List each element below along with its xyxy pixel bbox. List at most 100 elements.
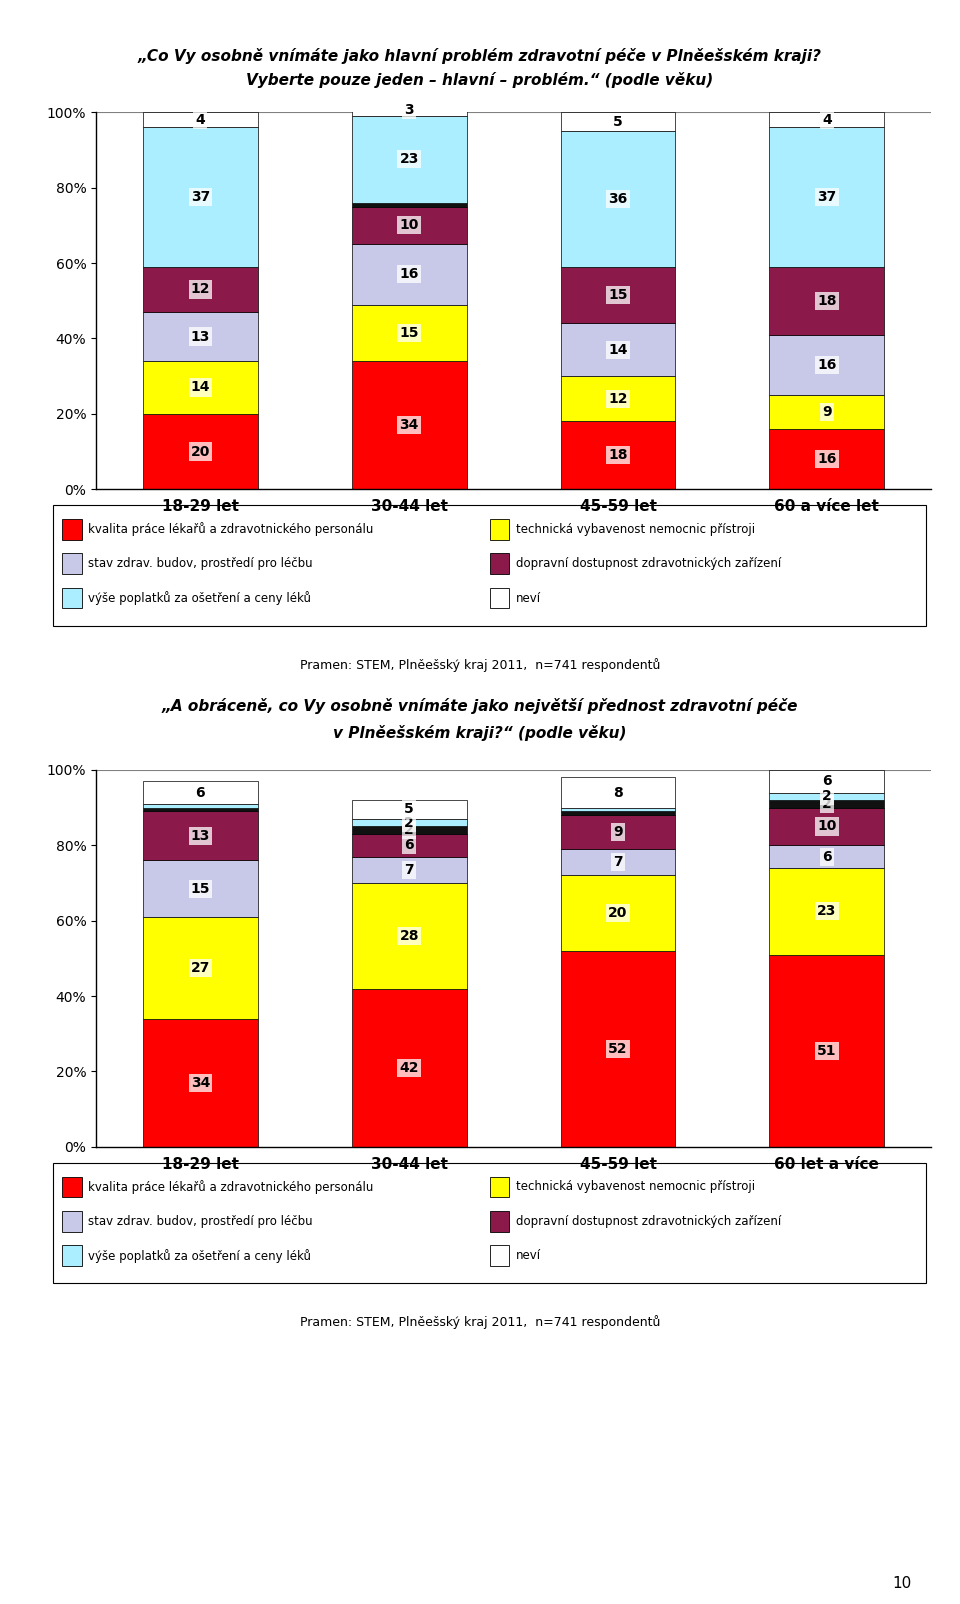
Bar: [561, 812, 676, 815]
Bar: [561, 266, 676, 324]
Bar: [561, 112, 676, 132]
Text: 52: 52: [609, 1043, 628, 1055]
Text: neví: neví: [516, 1250, 540, 1262]
Text: 34: 34: [399, 419, 419, 431]
Bar: [769, 954, 884, 1147]
Bar: [351, 882, 467, 988]
Text: 3: 3: [404, 103, 414, 117]
Text: 2: 2: [404, 816, 414, 829]
Text: 7: 7: [404, 863, 414, 877]
Text: stav zdrav. budov, prostředí pro léčbu: stav zdrav. budov, prostředí pro léčbu: [88, 557, 313, 569]
Text: 15: 15: [609, 289, 628, 302]
Text: 10: 10: [893, 1577, 912, 1591]
Bar: [143, 807, 258, 812]
Bar: [351, 207, 467, 244]
Bar: [769, 428, 884, 489]
Bar: [561, 422, 676, 489]
Text: 16: 16: [399, 268, 419, 281]
Text: technická vybavenost nemocnic přístroji: technická vybavenost nemocnic přístroji: [516, 523, 755, 536]
Bar: [769, 266, 884, 335]
Text: kvalita práce lékařů a zdravotnického personálu: kvalita práce lékařů a zdravotnického pe…: [88, 523, 373, 536]
Bar: [769, 112, 884, 127]
Text: 4: 4: [822, 112, 831, 127]
Text: 42: 42: [399, 1060, 419, 1075]
Text: 13: 13: [191, 329, 210, 343]
Bar: [351, 857, 467, 882]
Text: 2: 2: [404, 823, 414, 837]
Text: 28: 28: [399, 929, 419, 943]
Text: 37: 37: [817, 191, 836, 204]
Text: „A obráceně, co Vy osobně vnímáte jako největší přednost zdravotní péče: „A obráceně, co Vy osobně vnímáte jako n…: [161, 698, 799, 714]
Text: Pramen: STEM, Plněešský kraj 2011,  n=741 respondentů: Pramen: STEM, Plněešský kraj 2011, n=741…: [300, 1315, 660, 1330]
Text: 12: 12: [609, 391, 628, 406]
Bar: [769, 808, 884, 845]
Bar: [143, 860, 258, 917]
Bar: [143, 917, 258, 1019]
Text: 4: 4: [196, 112, 205, 127]
Bar: [143, 361, 258, 414]
Text: 7: 7: [613, 855, 623, 869]
Text: v Plněešském kraji?“ (podle věku): v Plněešském kraji?“ (podle věku): [333, 725, 627, 741]
Bar: [351, 834, 467, 857]
Bar: [351, 202, 467, 207]
Bar: [769, 127, 884, 266]
Text: 16: 16: [817, 452, 836, 467]
Bar: [561, 815, 676, 849]
Bar: [561, 849, 676, 876]
Text: 2: 2: [822, 789, 831, 804]
Bar: [561, 324, 676, 377]
Text: 9: 9: [613, 824, 623, 839]
Bar: [143, 1019, 258, 1147]
Bar: [143, 812, 258, 860]
Bar: [769, 800, 884, 808]
Bar: [351, 988, 467, 1147]
Text: 16: 16: [817, 358, 836, 372]
Bar: [561, 778, 676, 808]
Bar: [769, 335, 884, 395]
Bar: [769, 845, 884, 868]
Bar: [561, 377, 676, 422]
Text: 14: 14: [191, 380, 210, 395]
Text: výše poplatků za ošetření a ceny léků: výše poplatků za ošetření a ceny léků: [88, 1250, 311, 1262]
Text: 5: 5: [613, 115, 623, 128]
Text: Pramen: STEM, Plněešský kraj 2011,  n=741 respondentů: Pramen: STEM, Plněešský kraj 2011, n=741…: [300, 658, 660, 672]
Bar: [351, 826, 467, 834]
Text: 12: 12: [191, 282, 210, 297]
Bar: [351, 361, 467, 489]
Text: 15: 15: [399, 326, 419, 340]
Bar: [351, 244, 467, 305]
Text: 37: 37: [191, 191, 210, 204]
Text: 34: 34: [191, 1076, 210, 1089]
Text: dopravní dostupnost zdravotnických zařízení: dopravní dostupnost zdravotnických zaříz…: [516, 1214, 780, 1227]
Text: 10: 10: [817, 820, 836, 834]
Bar: [351, 115, 467, 202]
Text: technická vybavenost nemocnic přístroji: technická vybavenost nemocnic přístroji: [516, 1181, 755, 1193]
Text: neví: neví: [516, 592, 540, 605]
Text: 6: 6: [196, 786, 205, 799]
Text: 27: 27: [191, 961, 210, 975]
Bar: [561, 876, 676, 951]
Bar: [143, 414, 258, 489]
Text: 23: 23: [399, 152, 419, 167]
Text: stav zdrav. budov, prostředí pro léčbu: stav zdrav. budov, prostředí pro léčbu: [88, 1214, 313, 1227]
Text: dopravní dostupnost zdravotnických zařízení: dopravní dostupnost zdravotnických zaříz…: [516, 557, 780, 569]
Text: 9: 9: [822, 404, 831, 419]
Bar: [769, 868, 884, 954]
Bar: [143, 804, 258, 808]
Text: výše poplatků za ošetření a ceny léků: výše poplatků za ošetření a ceny léků: [88, 592, 311, 605]
Text: 18: 18: [817, 294, 836, 308]
Text: 8: 8: [613, 786, 623, 799]
Bar: [561, 132, 676, 266]
Text: 13: 13: [191, 829, 210, 842]
Bar: [143, 112, 258, 127]
Bar: [769, 770, 884, 792]
Text: 18: 18: [609, 448, 628, 462]
Text: 20: 20: [609, 906, 628, 921]
Text: 2: 2: [822, 797, 831, 812]
Text: 6: 6: [404, 839, 414, 852]
Bar: [769, 792, 884, 800]
Text: Vyberte pouze jeden – hlavní – problém.“ (podle věku): Vyberte pouze jeden – hlavní – problém.“…: [247, 72, 713, 88]
Text: 6: 6: [822, 850, 831, 863]
Bar: [143, 127, 258, 266]
Text: kvalita práce lékařů a zdravotnického personálu: kvalita práce lékařů a zdravotnického pe…: [88, 1181, 373, 1193]
